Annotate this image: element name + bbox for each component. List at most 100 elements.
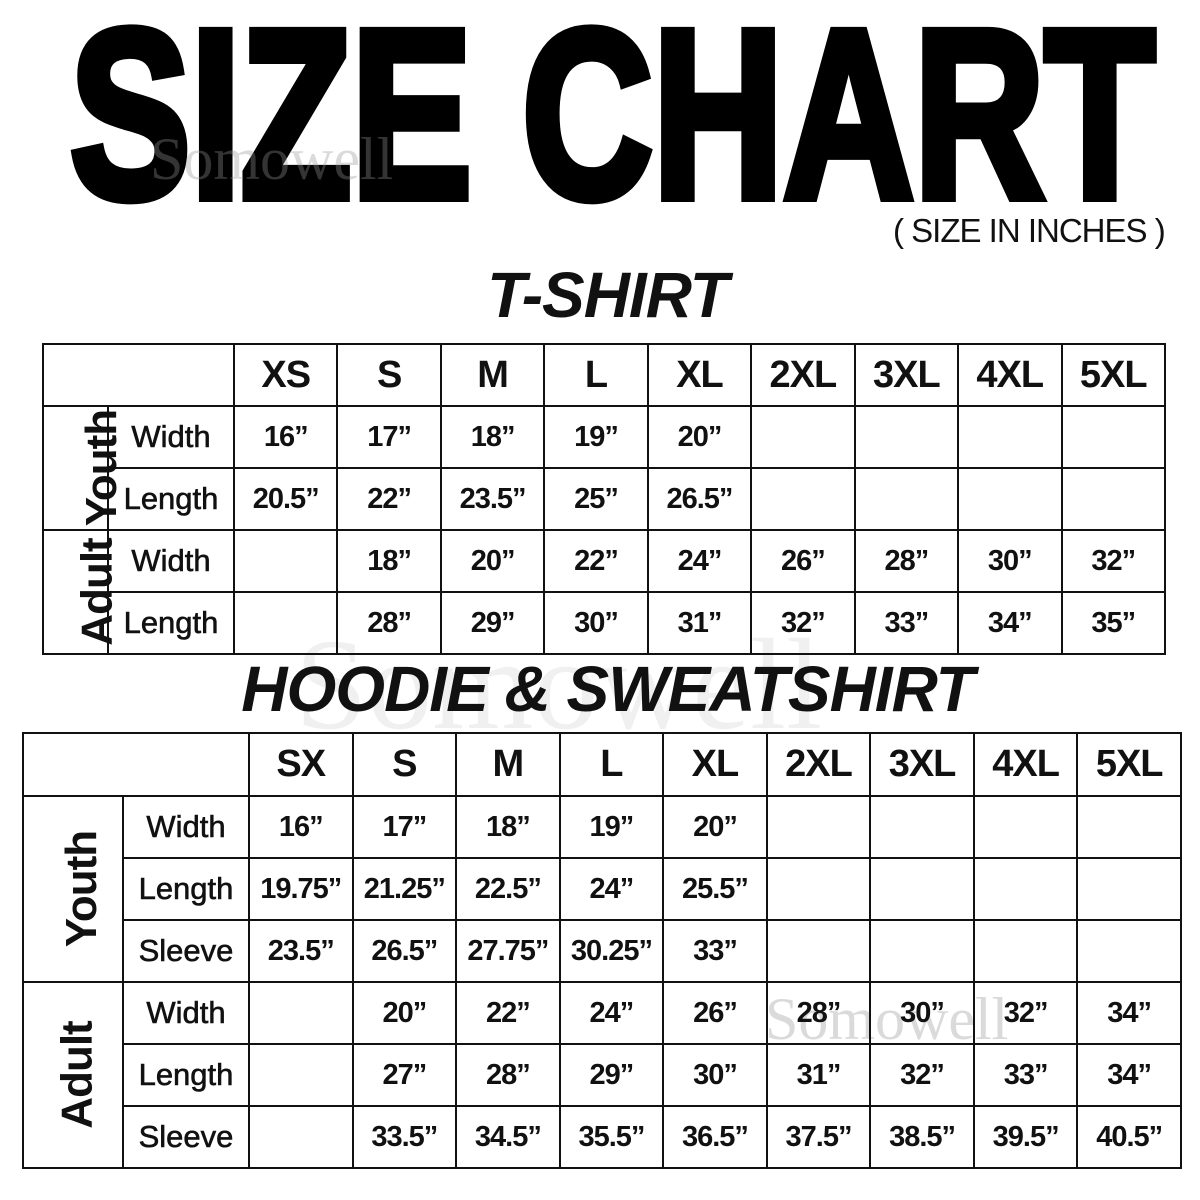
value-cell: [232, 591, 339, 655]
value-cell: 30”: [543, 591, 649, 655]
table-row: Sleeve 23.5” 26.5” 27.75” 30.25” 33”: [23, 919, 1182, 983]
value-cell: [1060, 467, 1166, 531]
value-cell: [232, 529, 339, 593]
value-cell: 39.5”: [972, 1105, 1079, 1169]
size-header: XL: [646, 343, 753, 407]
value-cell: 35.5”: [558, 1105, 665, 1169]
size-header: 2XL: [765, 732, 872, 797]
value-cell: [957, 405, 1063, 469]
value-cell: 28”: [765, 981, 872, 1045]
value-cell: 29”: [439, 591, 546, 655]
value-cell: [248, 1105, 354, 1169]
value-cell: 17”: [336, 405, 442, 469]
measure-label: Length: [122, 857, 250, 921]
table-row: Length 20.5” 22” 23.5” 25” 26.5”: [43, 467, 1166, 531]
value-cell: 22”: [455, 981, 561, 1045]
value-cell: 26.5”: [351, 919, 458, 983]
value-cell: 19”: [558, 795, 665, 859]
value-cell: 19.75”: [248, 857, 354, 921]
value-cell: 26.5”: [646, 467, 753, 531]
value-cell: 32”: [1060, 529, 1166, 593]
value-cell: 22”: [543, 529, 649, 593]
value-cell: [765, 919, 872, 983]
group-label-text: Youth: [57, 830, 107, 948]
value-cell: [972, 857, 1079, 921]
value-cell: 26”: [750, 529, 856, 593]
value-cell: 29”: [558, 1043, 665, 1107]
group-label-adult: Adult: [22, 981, 124, 1169]
value-cell: 33”: [972, 1043, 1079, 1107]
value-cell: 25”: [543, 467, 649, 531]
value-cell: [853, 467, 960, 531]
measure-label: Length: [107, 591, 235, 655]
value-cell: 33”: [853, 591, 960, 655]
value-cell: 26”: [662, 981, 768, 1045]
value-cell: 25.5”: [662, 857, 768, 921]
header-row: SX S M L XL 2XL 3XL 4XL 5XL: [22, 732, 1182, 797]
value-cell: 40.5”: [1076, 1105, 1182, 1169]
table-row: Length 27” 28” 29” 30” 31” 32” 33” 34”: [23, 1043, 1182, 1107]
size-header: 3XL: [853, 343, 960, 407]
corner-cell: [22, 732, 250, 797]
value-cell: 34”: [1076, 981, 1182, 1045]
table-row: Length 28” 29” 30” 31” 32” 33” 34” 35”: [43, 591, 1166, 655]
size-header: XS: [232, 343, 339, 407]
value-cell: 24”: [646, 529, 753, 593]
measure-label: Width: [107, 405, 235, 469]
size-header: S: [351, 732, 458, 797]
value-cell: [1076, 919, 1182, 983]
table-row: Sleeve 33.5” 34.5” 35.5” 36.5” 37.5” 38.5” 39.5…: [23, 1105, 1182, 1169]
group-label-adult: Adult: [42, 529, 122, 655]
hoodie-heading: HOODIE & SWEATSHIRT: [241, 653, 974, 725]
value-cell: 17”: [351, 795, 458, 859]
value-cell: 27”: [351, 1043, 458, 1107]
value-cell: [1076, 795, 1182, 859]
value-cell: 31”: [765, 1043, 872, 1107]
size-header: SX: [248, 732, 354, 797]
measure-label: Sleeve: [122, 919, 250, 983]
units-note: ( SIZE IN INCHES ): [893, 212, 1166, 249]
value-cell: 18”: [336, 529, 442, 593]
size-header: M: [455, 732, 561, 797]
value-cell: [1060, 405, 1166, 469]
measure-label: Width: [122, 981, 250, 1045]
table-row: Youth Width 16” 17” 18” 19” 20”: [22, 795, 1182, 983]
measure-label: Sleeve: [122, 1105, 250, 1169]
value-cell: 30”: [957, 529, 1063, 593]
value-cell: [248, 1043, 354, 1107]
value-cell: [750, 467, 856, 531]
value-cell: 33”: [662, 919, 768, 983]
group-label-text: Adult: [52, 1021, 102, 1129]
value-cell: 34”: [1076, 1043, 1182, 1107]
value-cell: 32”: [750, 591, 856, 655]
value-cell: 20”: [646, 405, 753, 469]
measure-label: Length: [122, 1043, 250, 1107]
value-cell: [750, 405, 856, 469]
value-cell: 20.5”: [232, 467, 339, 531]
value-cell: 20”: [351, 981, 458, 1045]
corner-cell: [42, 343, 235, 407]
measure-label: Width: [122, 795, 250, 859]
svg-text:SIZE CHART: SIZE CHART: [70, 10, 1155, 210]
value-cell: 33.5”: [351, 1105, 458, 1169]
size-header: 3XL: [869, 732, 975, 797]
size-header: M: [439, 343, 546, 407]
value-cell: 24”: [558, 857, 665, 921]
value-cell: 34”: [957, 591, 1063, 655]
value-cell: 32”: [972, 981, 1079, 1045]
value-cell: 32”: [869, 1043, 975, 1107]
tshirt-size-table: XS S M L XL 2XL 3XL 4XL 5XL Youth Width 16” 17” 18” 19…: [42, 343, 1166, 655]
page-title: SIZE CHART: [70, 10, 1160, 210]
hoodie-size-table: SX S M L XL 2XL 3XL 4XL 5XL Youth Width 16” 17” 18” 19…: [22, 732, 1182, 1169]
value-cell: 28”: [853, 529, 960, 593]
value-cell: 30”: [662, 1043, 768, 1107]
value-cell: [869, 857, 975, 921]
group-label-text: Youth: [77, 409, 127, 527]
value-cell: 16”: [248, 795, 354, 859]
size-header: L: [558, 732, 665, 797]
group-label-youth: Youth: [42, 405, 126, 531]
value-cell: 30”: [869, 981, 975, 1045]
value-cell: [972, 795, 1079, 859]
value-cell: 19”: [543, 405, 649, 469]
header-row: XS S M L XL 2XL 3XL 4XL 5XL: [42, 343, 1166, 407]
